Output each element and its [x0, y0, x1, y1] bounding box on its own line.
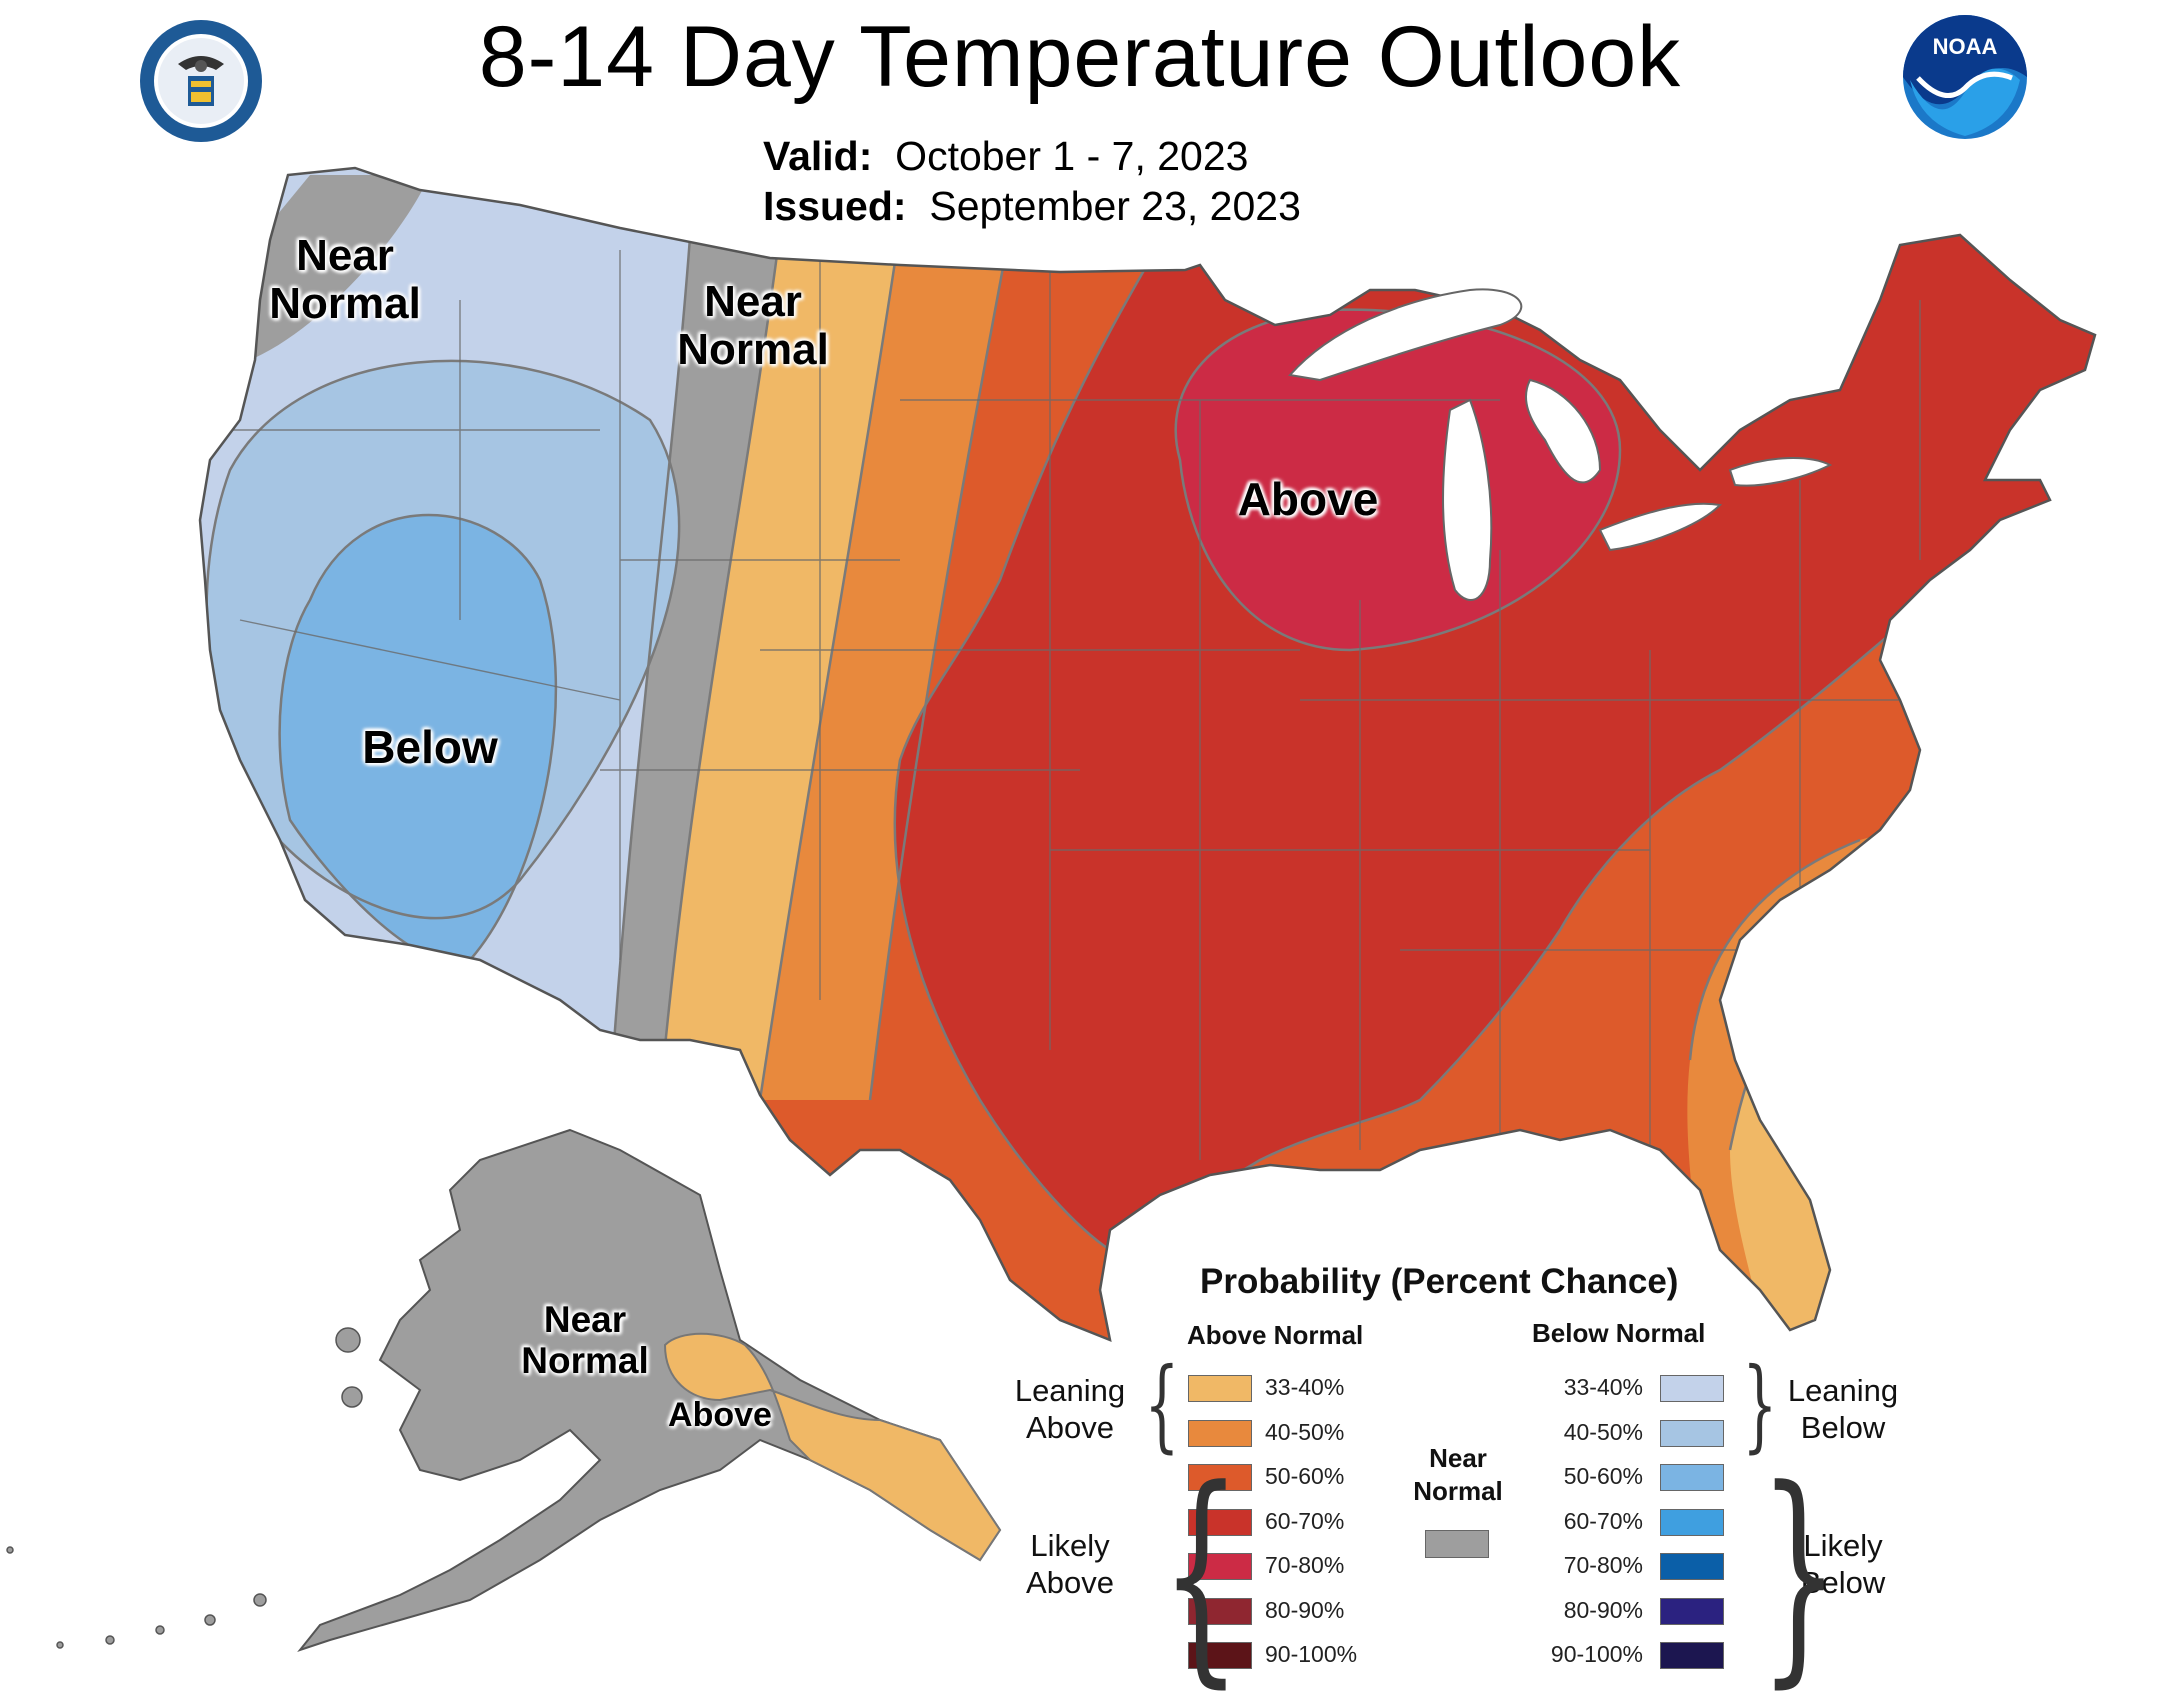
lake-ontario — [1728, 457, 1833, 487]
map-title: 8-14 Day Temperature Outlook — [478, 9, 1682, 105]
legend-above-swatch — [1188, 1508, 1252, 1536]
valid-value: October 1 - 7, 2023 — [895, 133, 1249, 179]
legend-above-swatch — [1188, 1375, 1252, 1402]
legend-brace-leaning-above: { — [1144, 1346, 1180, 1463]
lake-michigan — [1442, 398, 1493, 601]
legend-below-swatch — [1660, 1375, 1724, 1402]
label-near-normal-nw: Near Normal — [269, 231, 421, 329]
legend-below-swatch — [1660, 1464, 1724, 1491]
legend-below-label: 90-100% — [1550, 1641, 1643, 1667]
legend-above-header: Above Normal — [1187, 1320, 1364, 1350]
legend-below-swatch — [1660, 1419, 1724, 1447]
legend-title: Probability (Percent Chance) — [1200, 1262, 1679, 1301]
valid-row: Valid: October 1 - 7, 2023 — [763, 133, 1248, 180]
legend-above-label: 40-50% — [1265, 1418, 1345, 1445]
legend-above-label: 90-100% — [1265, 1641, 1358, 1667]
alaska-shading — [6, 1128, 1002, 1653]
legend-leaning-below: Leaning Below — [1787, 1373, 1899, 1446]
legend-below-label: 40-50% — [1563, 1418, 1643, 1445]
legend-above-label: 80-90% — [1265, 1596, 1345, 1623]
legend-likely-above: Likely Above — [1026, 1528, 1114, 1601]
label-alaska-above: Above — [668, 1396, 772, 1434]
noaa-logo: NOAA — [1903, 15, 2027, 139]
legend-brace-leaning-below: } — [1742, 1346, 1778, 1463]
legend-below-swatch — [1660, 1642, 1724, 1669]
legend-likely-below: Likely Below — [1800, 1528, 1886, 1601]
legend-above-swatch — [1188, 1419, 1252, 1447]
legend-above-swatch — [1188, 1642, 1252, 1669]
legend-above-swatch — [1188, 1597, 1252, 1625]
conus-probability-shading — [198, 166, 2097, 1343]
legend-below-swatch — [1660, 1597, 1724, 1625]
legend-brace-likely-below: } — [1758, 1441, 1840, 1708]
label-near-normal-north: Near Normal — [677, 277, 829, 375]
legend-below-label: 33-40% — [1563, 1374, 1643, 1400]
outlook-map — [6, 166, 2097, 1653]
issued-label: Issued: — [763, 183, 907, 229]
legend-below-label: 80-90% — [1563, 1596, 1643, 1623]
label-above: Above — [1237, 473, 1379, 525]
legend-above-label: 60-70% — [1265, 1507, 1345, 1534]
legend-above-label: 50-60% — [1265, 1463, 1345, 1489]
label-alaska-near-normal: Near Normal — [521, 1299, 649, 1381]
legend-above-label: 33-40% — [1265, 1374, 1345, 1400]
lake-erie — [1598, 502, 1723, 552]
commerce-seal-logo — [140, 20, 262, 142]
legend-above-swatch — [1188, 1553, 1252, 1580]
legend-near-normal-swatch — [1425, 1530, 1489, 1558]
legend-below-swatch — [1660, 1508, 1724, 1536]
legend-brace-likely-above: { — [1160, 1441, 1242, 1708]
great-lakes — [1288, 288, 1833, 601]
lake-huron — [1525, 378, 1602, 484]
lake-superior — [1288, 288, 1523, 382]
issued-row: Issued: September 23, 2023 — [763, 183, 1301, 230]
legend-above-swatch — [1188, 1464, 1252, 1491]
legend-above-label: 70-80% — [1265, 1552, 1345, 1578]
noaa-logo-text: NOAA — [1933, 34, 1998, 59]
legend-below-label: 70-80% — [1563, 1552, 1643, 1578]
legend-leaning-above: Leaning Above — [1014, 1373, 1126, 1446]
legend-below-label: 60-70% — [1563, 1507, 1643, 1534]
legend-below-header: Below Normal — [1532, 1318, 1706, 1348]
label-below: Below — [362, 721, 498, 773]
legend-below-swatch — [1660, 1553, 1724, 1580]
legend-below-label: 50-60% — [1563, 1463, 1643, 1489]
valid-label: Valid: — [763, 133, 873, 179]
issued-value: September 23, 2023 — [929, 183, 1301, 229]
legend-near-normal-label: Near Normal — [1413, 1443, 1503, 1506]
